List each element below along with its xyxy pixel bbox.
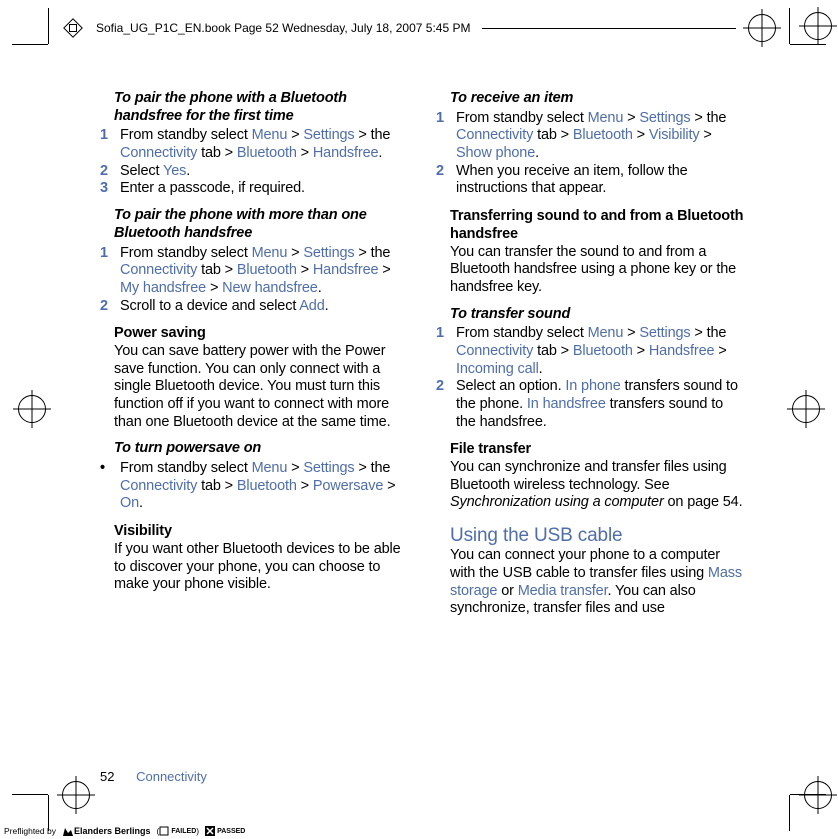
steps-transfer-sound: 1 From standby select Menu > Settings > … [436, 325, 744, 431]
page-footer: 52 Connectivity [100, 769, 207, 784]
print-header: Sofia_UG_P1C_EN.book Page 52 Wednesday, … [62, 14, 776, 42]
paragraph-transferring-sound: You can transfer the sound to and from a… [450, 244, 744, 297]
heading-power-saving: Power saving [114, 325, 408, 343]
steps-receive-item: 1 From standby select Menu > Settings > … [436, 110, 744, 198]
step: 1 From standby select Menu > Settings > … [100, 127, 408, 162]
step-text: From standby select Menu > Settings > th… [456, 325, 744, 378]
registration-mark-icon [792, 395, 820, 423]
step: 1 From standby select Menu > Settings > … [436, 325, 744, 378]
step-number: 2 [436, 163, 450, 198]
paragraph-usb-cable: You can connect your phone to a computer… [450, 547, 744, 618]
step-number: 1 [100, 127, 114, 162]
step-text: From standby select Menu > Settings > th… [120, 245, 408, 298]
step-number: 3 [100, 180, 114, 198]
registration-mark-icon [748, 14, 776, 42]
step: 2 Select Yes. [100, 163, 408, 181]
heading-usb-cable: Using the USB cable [450, 524, 744, 547]
step-text: When you receive an item, follow the ins… [456, 163, 744, 198]
steps-pair-first-time: 1 From standby select Menu > Settings > … [100, 127, 408, 198]
step-text: Select an option. In phone transfers sou… [456, 378, 744, 431]
heading-receive-item: To receive an item [450, 90, 744, 108]
heading-turn-powersave-on: To turn powersave on [114, 440, 408, 458]
heading-file-transfer: File transfer [450, 441, 744, 459]
right-column: To receive an item 1 From standby select… [436, 90, 744, 618]
preflight-passed-icon: PASSED [205, 826, 245, 836]
header-filename: Sofia_UG_P1C_EN.book Page 52 Wednesday, … [96, 21, 470, 35]
heading-transferring-sound: Transferring sound to and from a Bluetoo… [450, 208, 744, 243]
preflight-footer: Preflighted by Elanders Berlings ( FAILE… [4, 825, 245, 837]
step-text: From standby select Menu > Settings > th… [456, 110, 744, 163]
heading-to-transfer-sound: To transfer sound [450, 306, 744, 324]
step-text: Scroll to a device and select Add. [120, 298, 408, 316]
bullet-item: • From standby select Menu > Settings > … [100, 460, 408, 513]
header-rule [482, 28, 736, 29]
registration-mark-icon [804, 12, 832, 40]
step: 2 When you receive an item, follow the i… [436, 163, 744, 198]
preflight-label: Preflighted by [4, 826, 56, 836]
left-column: To pair the phone with a Bluetooth hands… [100, 90, 408, 618]
step-number: 2 [436, 378, 450, 431]
bullet-icon: • [100, 460, 114, 513]
step: 1 From standby select Menu > Settings > … [436, 110, 744, 163]
paragraph-visibility: If you want other Bluetooth devices to b… [114, 541, 408, 594]
registration-mark-icon [18, 395, 46, 423]
registration-mark-icon [804, 781, 832, 809]
step-number: 2 [100, 298, 114, 316]
step-number: 1 [100, 245, 114, 298]
step: 2 Scroll to a device and select Add. [100, 298, 408, 316]
paragraph-power-saving: You can save battery power with the Powe… [114, 343, 408, 431]
step: 3 Enter a passcode, if required. [100, 180, 408, 198]
steps-pair-multiple: 1 From standby select Menu > Settings > … [100, 245, 408, 316]
framemaker-icon [62, 17, 84, 39]
step: 2 Select an option. In phone transfers s… [436, 378, 744, 431]
elanders-berlings-logo-icon: Elanders Berlings [62, 825, 151, 837]
step-number: 1 [436, 110, 450, 163]
step-text: Enter a passcode, if required. [120, 180, 408, 198]
bullet-text: From standby select Menu > Settings > th… [120, 460, 408, 513]
registration-mark-icon [62, 781, 90, 809]
step-number: 2 [100, 163, 114, 181]
heading-pair-first-time: To pair the phone with a Bluetooth hands… [114, 90, 408, 125]
step: 1 From standby select Menu > Settings > … [100, 245, 408, 298]
step-number: 1 [436, 325, 450, 378]
page-number: 52 [100, 769, 114, 784]
footer-section: Connectivity [136, 769, 207, 784]
heading-visibility: Visibility [114, 523, 408, 541]
bullet-powersave: • From standby select Menu > Settings > … [100, 460, 408, 513]
heading-pair-multiple: To pair the phone with more than one Blu… [114, 207, 408, 242]
page-content: To pair the phone with a Bluetooth hands… [100, 90, 744, 618]
preflight-failed-icon: ( FAILED ) [157, 826, 200, 836]
step-text: Select Yes. [120, 163, 408, 181]
paragraph-file-transfer: You can synchronize and transfer files u… [450, 459, 744, 512]
step-text: From standby select Menu > Settings > th… [120, 127, 408, 162]
